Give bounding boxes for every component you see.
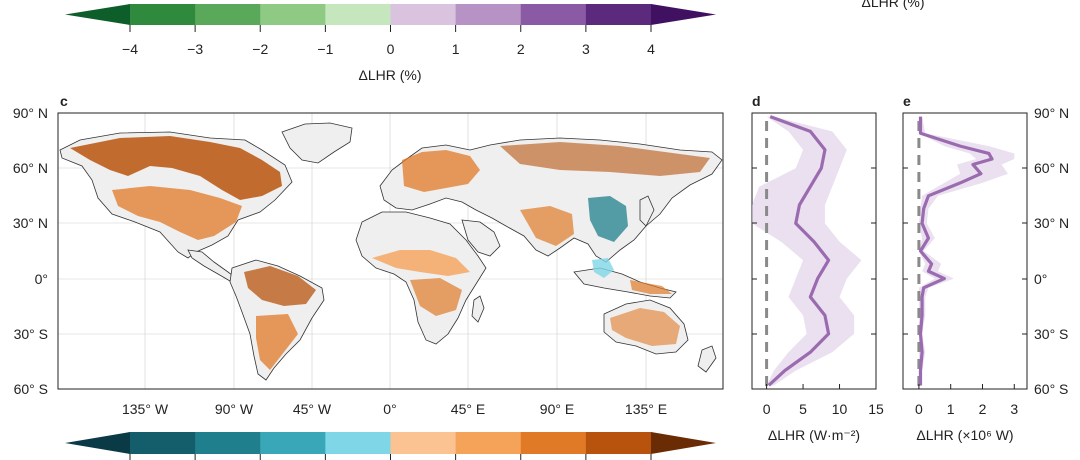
arabia-land bbox=[461, 219, 501, 257]
canada-patch bbox=[70, 136, 282, 200]
panel-d-x-tick-label: 10 bbox=[832, 401, 848, 417]
madagascar-land bbox=[471, 295, 485, 323]
usa-patch bbox=[112, 186, 242, 240]
top-colorbar-segment bbox=[455, 4, 522, 25]
panel-d-uncertainty-band bbox=[752, 116, 862, 386]
top-colorbar-tick-label: 4 bbox=[647, 41, 655, 57]
australia-patch bbox=[610, 308, 680, 346]
map-lat-label: 60° S bbox=[14, 381, 48, 397]
europe-patch bbox=[402, 150, 480, 192]
top-colorbar-segment bbox=[585, 4, 652, 25]
siberia-patch bbox=[500, 142, 710, 176]
map-lon-label: 45° E bbox=[451, 401, 485, 417]
panel-letter-d: d bbox=[752, 93, 761, 109]
panel-d-x-tick-label: 15 bbox=[868, 401, 884, 417]
right-lat-label: 30° S bbox=[1034, 326, 1068, 342]
panel-d-plot: 0 5 10 15 ΔLHR (W·m⁻²) bbox=[751, 112, 884, 443]
greenland-land bbox=[281, 122, 353, 164]
top-colorbar-tick-label: −3 bbox=[187, 41, 203, 57]
bottom-colorbar-segment bbox=[325, 432, 391, 454]
map-lat-label: 30° S bbox=[14, 326, 48, 342]
map-lon-label: 45° W bbox=[293, 401, 332, 417]
japan-land bbox=[639, 195, 655, 227]
south-asia-patch bbox=[520, 206, 574, 246]
top-colorbar-tick-label: −4 bbox=[122, 41, 138, 57]
right-latitude-labels: 90° N 60° N 30° N 0° 30° S 60° S bbox=[1034, 105, 1069, 397]
indonesia-patch bbox=[630, 280, 672, 294]
top-colorbar-ticks: −4 −3 −2 −1 0 1 2 3 4 bbox=[122, 25, 655, 57]
top-colorbar-tick-label: −2 bbox=[252, 41, 268, 57]
top-colorbar-extend-high bbox=[651, 4, 716, 25]
panel-e-x-tick-label: 2 bbox=[979, 401, 987, 417]
map-lon-label: 0° bbox=[383, 401, 396, 417]
top-colorbar-segment bbox=[390, 4, 457, 25]
top-colorbar-segment bbox=[130, 4, 196, 25]
se-asia-patch bbox=[592, 258, 614, 278]
bottom-colorbar-extend-low bbox=[65, 432, 130, 454]
sahel-patch bbox=[372, 250, 470, 276]
east-china-patch bbox=[588, 196, 628, 242]
panel-d-mean-line bbox=[767, 115, 831, 387]
map-longitude-labels: 135° W 90° W 45° W 0° 45° E 90° E 135° E bbox=[122, 401, 667, 417]
map-lat-label: 60° N bbox=[13, 160, 48, 176]
bottom-colorbar bbox=[65, 432, 716, 460]
panel-e-plot: 0 1 2 3 ΔLHR (×10⁶ W) bbox=[902, 112, 1028, 443]
change-patches bbox=[70, 136, 710, 370]
bottom-colorbar-segment bbox=[130, 432, 196, 454]
map-lon-label: 90° E bbox=[540, 401, 574, 417]
panel-d-x-label: ΔLHR (W·m⁻²) bbox=[768, 427, 860, 443]
map-frame bbox=[57, 112, 724, 390]
right-lat-label: 0° bbox=[1034, 271, 1047, 287]
top-colorbar-label: ΔLHR (%) bbox=[358, 67, 421, 83]
panel-e-uncertainty-band bbox=[918, 116, 1015, 386]
panel-e-x-label: ΔLHR (×10⁶ W) bbox=[916, 427, 1013, 443]
top-colorbar-extend-low bbox=[65, 4, 130, 25]
bottom-colorbar-segment bbox=[520, 432, 587, 454]
south-america-south-patch bbox=[256, 314, 298, 370]
right-lat-label: 60° S bbox=[1034, 381, 1068, 397]
top-colorbar-tick-label: 3 bbox=[582, 41, 590, 57]
top-colorbar-segment bbox=[520, 4, 587, 25]
top-colorbar bbox=[65, 4, 716, 25]
top-colorbar-segment bbox=[260, 4, 326, 25]
africa-land bbox=[355, 211, 487, 345]
top-colorbar-tick-label: −1 bbox=[317, 41, 333, 57]
panel-d-x-tick-label: 5 bbox=[799, 401, 807, 417]
bottom-colorbar-extend-high bbox=[651, 432, 716, 454]
amazon-patch bbox=[244, 266, 316, 306]
panel-e-mean-line bbox=[918, 116, 994, 386]
top-colorbar-tick-label: 0 bbox=[387, 41, 395, 57]
map-lon-label: 90° W bbox=[215, 401, 254, 417]
right-lat-label: 30° N bbox=[1034, 215, 1069, 231]
central-africa-patch bbox=[410, 278, 462, 316]
bottom-colorbar-segment bbox=[585, 432, 652, 454]
right-lat-label: 60° N bbox=[1034, 160, 1069, 176]
panel-e-x-tick-label: 3 bbox=[1010, 401, 1018, 417]
map-panel bbox=[57, 112, 724, 390]
map-lat-label: 0° bbox=[35, 271, 48, 287]
bottom-colorbar-segment bbox=[260, 432, 326, 454]
top-colorbar-segment bbox=[325, 4, 391, 25]
top-colorbar-tick-label: 1 bbox=[452, 41, 460, 57]
panel-e-x-tick-label: 0 bbox=[915, 401, 923, 417]
map-latitude-labels: 90° N 60° N 30° N 0° 30° S 60° S bbox=[13, 105, 48, 397]
panel-letter-c: c bbox=[60, 93, 68, 109]
bottom-colorbar-segment bbox=[455, 432, 522, 454]
top-colorbar-tick-label: 2 bbox=[517, 41, 525, 57]
bottom-colorbar-segment bbox=[390, 432, 457, 454]
map-lat-label: 30° N bbox=[13, 215, 48, 231]
panel-e-x-tick-label: 1 bbox=[947, 401, 955, 417]
right-lat-label: 90° N bbox=[1034, 105, 1069, 121]
panel-d-x-tick-label: 0 bbox=[763, 401, 771, 417]
bottom-colorbar-segment bbox=[195, 432, 261, 454]
map-lat-label: 90° N bbox=[13, 105, 48, 121]
clipped-top-label: ΔLHR (%) bbox=[861, 0, 924, 10]
top-colorbar-segment bbox=[195, 4, 261, 25]
map-lon-label: 135° E bbox=[625, 401, 667, 417]
new-zealand-land bbox=[697, 345, 717, 373]
map-lon-label: 135° W bbox=[122, 401, 169, 417]
panel-letter-e: e bbox=[903, 93, 911, 109]
